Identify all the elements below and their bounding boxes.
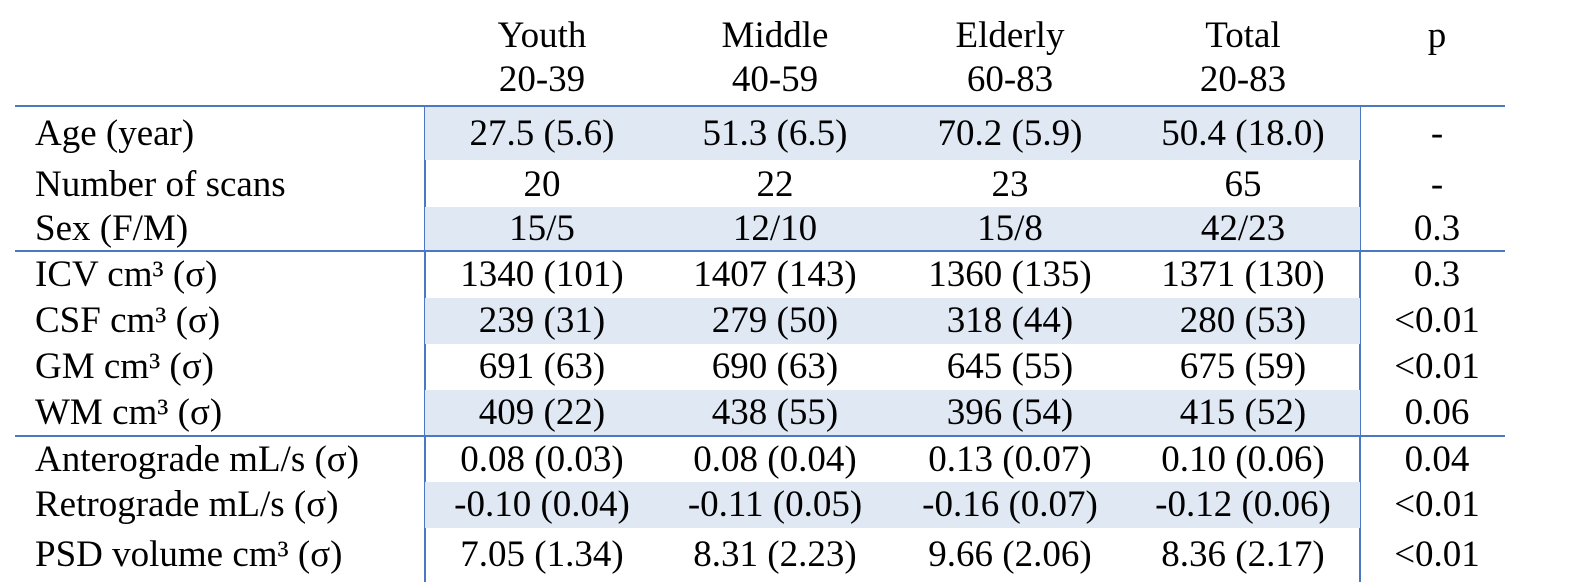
row-shade bbox=[425, 207, 1360, 250]
row-label: CSF cm³ (σ) bbox=[35, 300, 221, 341]
header-range: 20-83 bbox=[1199, 59, 1287, 100]
header-range: 60-83 bbox=[966, 59, 1054, 100]
cell-value: 438 (55) bbox=[711, 391, 839, 433]
cell-value: 0.3 bbox=[1413, 207, 1461, 249]
row-label: Age (year) bbox=[35, 112, 195, 154]
cell-value: 22 bbox=[756, 163, 794, 205]
column-header: Elderly 60-83 bbox=[956, 14, 1065, 102]
row-label: Sex (F/M) bbox=[35, 207, 189, 249]
cell-value: 8.36 (2.17) bbox=[1161, 534, 1325, 575]
row-label: Anterograde mL/s (σ) bbox=[35, 438, 360, 480]
rule bbox=[15, 105, 1505, 107]
cell-value: <0.01 bbox=[1394, 534, 1480, 575]
cell-value: 27.5 (5.6) bbox=[469, 112, 615, 154]
cell-value: <0.01 bbox=[1394, 346, 1480, 387]
row-label: Number of scans bbox=[35, 163, 286, 205]
header-name: Elderly bbox=[955, 15, 1065, 56]
cell-value: 645 (55) bbox=[946, 346, 1074, 387]
cell-value: 0.3 bbox=[1413, 254, 1461, 295]
cell-value: -0.11 (0.05) bbox=[687, 484, 863, 525]
cell-value: 0.08 (0.03) bbox=[460, 438, 624, 480]
row-label: GM cm³ (σ) bbox=[35, 346, 215, 387]
cell-value: 0.04 bbox=[1404, 438, 1470, 480]
cell-value: 675 (59) bbox=[1179, 346, 1307, 387]
row-label: WM cm³ (σ) bbox=[35, 391, 223, 433]
cell-value: 20 bbox=[523, 163, 561, 205]
column-header: Middle 40-59 bbox=[722, 14, 829, 102]
cell-value: 9.66 (2.06) bbox=[928, 534, 1092, 575]
row-shade bbox=[425, 107, 1360, 160]
header-name: Youth bbox=[497, 15, 587, 56]
cell-value: 318 (44) bbox=[946, 300, 1074, 341]
cell-value: 0.08 (0.04) bbox=[693, 438, 857, 480]
cell-value: 15/8 bbox=[977, 207, 1043, 249]
cell-value: <0.01 bbox=[1394, 300, 1480, 341]
cell-value: 0.13 (0.07) bbox=[928, 438, 1092, 480]
cell-value: 8.31 (2.23) bbox=[693, 534, 857, 575]
row-label: Retrograde mL/s (σ) bbox=[35, 484, 339, 525]
cell-value: 409 (22) bbox=[478, 391, 606, 433]
cell-value: 1407 (143) bbox=[693, 254, 857, 295]
header-name: Middle bbox=[721, 15, 829, 56]
cell-value: 23 bbox=[991, 163, 1029, 205]
rule bbox=[15, 435, 1505, 437]
cell-value: 239 (31) bbox=[478, 300, 606, 341]
row-shade bbox=[425, 298, 1360, 344]
header-range: 20-39 bbox=[498, 59, 586, 100]
row-shade bbox=[425, 390, 1360, 435]
cell-value: 690 (63) bbox=[711, 346, 839, 387]
cell-value: -0.16 (0.07) bbox=[922, 484, 1098, 525]
column-header: Total 20-83 bbox=[1200, 14, 1286, 102]
column-header: p bbox=[1428, 14, 1447, 58]
cell-value: 279 (50) bbox=[711, 300, 839, 341]
cell-value: -0.12 (0.06) bbox=[1155, 484, 1331, 525]
column-header: Youth 20-39 bbox=[498, 14, 587, 102]
cell-value: - bbox=[1430, 112, 1444, 154]
row-shade bbox=[425, 482, 1360, 528]
row-label: PSD volume cm³ (σ) bbox=[35, 534, 343, 575]
cell-value: 396 (54) bbox=[946, 391, 1074, 433]
cell-value: -0.10 (0.04) bbox=[454, 484, 630, 525]
header-range: 40-59 bbox=[731, 59, 819, 100]
rule bbox=[15, 250, 1505, 252]
cell-value: 691 (63) bbox=[478, 346, 606, 387]
cell-value: 12/10 bbox=[732, 207, 818, 249]
cell-value: 1371 (130) bbox=[1161, 254, 1325, 295]
cell-value: 65 bbox=[1224, 163, 1262, 205]
cell-value: 0.06 bbox=[1404, 391, 1470, 433]
cell-value: <0.01 bbox=[1394, 484, 1480, 525]
row-label: ICV cm³ (σ) bbox=[35, 254, 218, 295]
cell-value: 415 (52) bbox=[1179, 391, 1307, 433]
cell-value: - bbox=[1430, 163, 1444, 205]
cell-value: 51.3 (6.5) bbox=[702, 112, 848, 154]
cell-value: 70.2 (5.9) bbox=[937, 112, 1083, 154]
header-name: p bbox=[1427, 15, 1447, 56]
cell-value: 1340 (101) bbox=[460, 254, 624, 295]
cell-value: 1360 (135) bbox=[928, 254, 1092, 295]
cell-value: 280 (53) bbox=[1179, 300, 1307, 341]
cell-value: 15/5 bbox=[509, 207, 575, 249]
cell-value: 50.4 (18.0) bbox=[1161, 112, 1325, 154]
cell-value: 42/23 bbox=[1200, 207, 1286, 249]
rule bbox=[1359, 105, 1361, 582]
cell-value: 0.10 (0.06) bbox=[1161, 438, 1325, 480]
cell-value: 7.05 (1.34) bbox=[460, 534, 624, 575]
header-name: Total bbox=[1205, 15, 1281, 56]
